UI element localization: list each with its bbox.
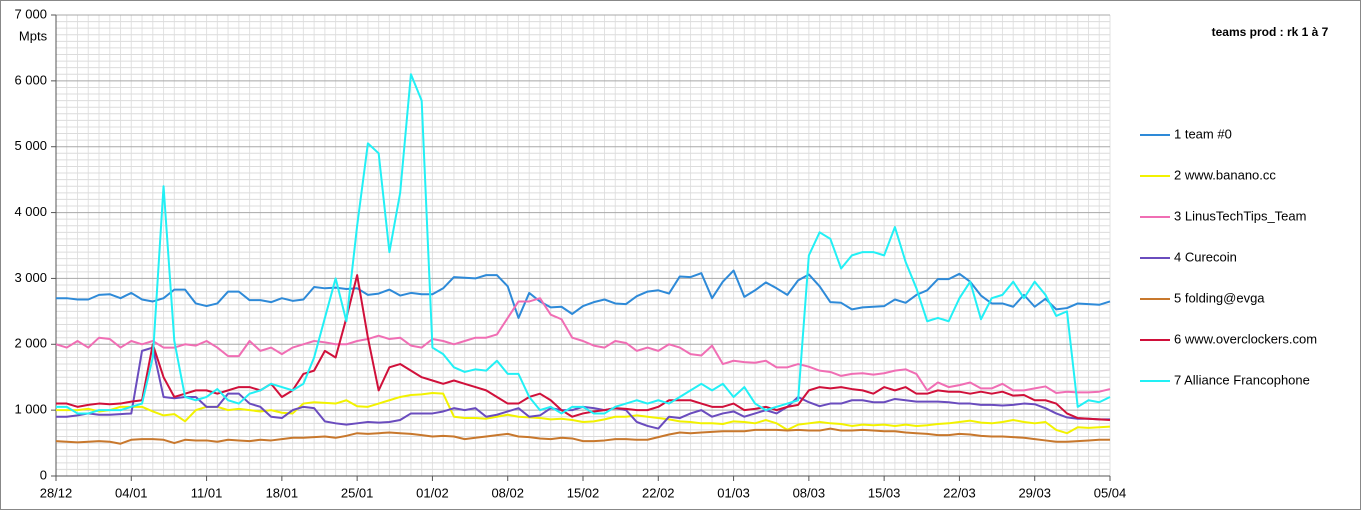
y-tick-label: 3 000 xyxy=(14,270,47,285)
x-tick-label: 15/02 xyxy=(567,485,600,500)
x-tick-label: 04/01 xyxy=(115,485,148,500)
x-tick-label: 05/04 xyxy=(1094,485,1127,500)
y-axis-label: Mpts xyxy=(19,28,48,43)
series-line xyxy=(55,297,1111,395)
y-tick-label: 0 xyxy=(40,467,47,482)
x-tick-label: 28/12 xyxy=(40,485,73,500)
legend-label: 3 LinusTechTips_Team xyxy=(1174,208,1306,223)
x-tick-label: 25/01 xyxy=(341,485,374,500)
series-line xyxy=(56,392,1111,435)
y-tick-label: 2 000 xyxy=(14,336,47,351)
x-tick-label: 08/03 xyxy=(793,485,826,500)
legend-label: 2 www.banano.cc xyxy=(1174,167,1276,182)
x-tick-label: 29/03 xyxy=(1018,485,1051,500)
y-tick-label: 1 000 xyxy=(14,402,47,417)
x-tick-label: 22/02 xyxy=(642,485,675,500)
x-tick-label: 22/03 xyxy=(943,485,976,500)
chart-title: teams prod : rk 1 à 7 xyxy=(1212,25,1329,39)
x-tick-label: 01/03 xyxy=(717,485,750,500)
x-tick-label: 11/01 xyxy=(191,485,223,500)
x-tick-label: 18/01 xyxy=(266,485,299,500)
x-tick-label: 01/02 xyxy=(416,485,449,500)
x-tick-label: 08/02 xyxy=(491,485,524,500)
series-line xyxy=(56,274,1111,422)
legend-label: 4 Curecoin xyxy=(1174,249,1237,264)
series-line xyxy=(56,269,1111,319)
y-tick-label: 6 000 xyxy=(14,72,47,87)
x-tick-label: 15/03 xyxy=(868,485,901,500)
legend-label: 1 team #0 xyxy=(1174,126,1232,141)
y-tick-label: 7 000 xyxy=(14,6,47,21)
legend-label: 7 Alliance Francophone xyxy=(1174,372,1310,387)
legend-label: 5 folding@evga xyxy=(1174,290,1265,305)
series-line xyxy=(56,73,1111,415)
legend-label: 6 www.overclockers.com xyxy=(1174,331,1317,346)
y-tick-label: 5 000 xyxy=(14,138,47,153)
series-line xyxy=(55,427,1110,445)
y-tick-label: 4 000 xyxy=(14,204,47,219)
